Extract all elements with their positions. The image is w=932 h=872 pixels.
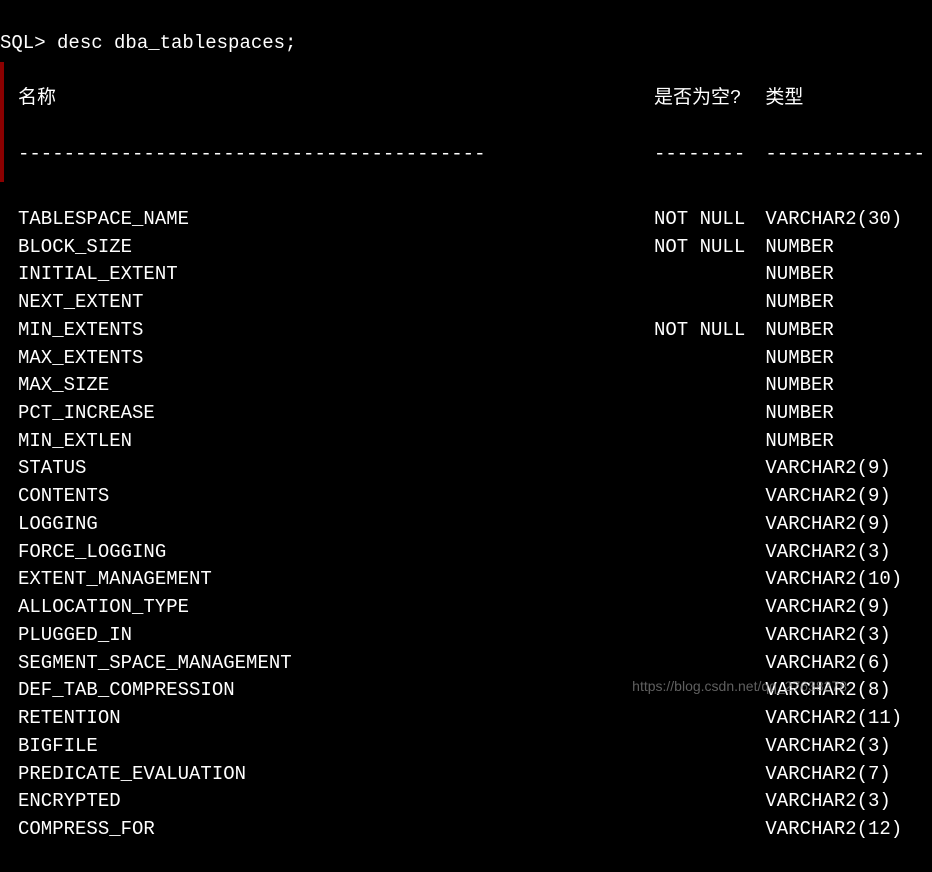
table-row: MIN_EXTENTSNOT NULL NUMBER xyxy=(0,317,932,345)
column-type: VARCHAR2(3) xyxy=(765,788,890,816)
table-row: CONTENTS VARCHAR2(9) xyxy=(0,483,932,511)
sep-null: -------- xyxy=(654,141,754,169)
table-row: LOGGING VARCHAR2(9) xyxy=(0,511,932,539)
column-name: BLOCK_SIZE xyxy=(18,234,654,262)
column-name: ALLOCATION_TYPE xyxy=(18,594,654,622)
column-type: VARCHAR2(3) xyxy=(765,733,890,761)
column-name: BIGFILE xyxy=(18,733,654,761)
column-name: DEF_TAB_COMPRESSION xyxy=(18,677,654,705)
table-row: NEXT_EXTENT NUMBER xyxy=(0,289,932,317)
table-row: BLOCK_SIZENOT NULL NUMBER xyxy=(0,234,932,262)
table-row: PLUGGED_IN VARCHAR2(3) xyxy=(0,622,932,650)
column-name: MIN_EXTLEN xyxy=(18,428,654,456)
red-edge-marker xyxy=(0,62,4,182)
table-row: SEGMENT_SPACE_MANAGEMENT VARCHAR2(6) xyxy=(0,650,932,678)
column-name: MAX_EXTENTS xyxy=(18,345,654,373)
column-type: VARCHAR2(9) xyxy=(765,511,890,539)
column-type: VARCHAR2(7) xyxy=(765,761,890,789)
table-row: FORCE_LOGGING VARCHAR2(3) xyxy=(0,539,932,567)
column-type: NUMBER xyxy=(765,289,833,317)
table-row: PCT_INCREASE NUMBER xyxy=(0,400,932,428)
column-name: FORCE_LOGGING xyxy=(18,539,654,567)
separator-row: ----------------------------------------… xyxy=(0,141,932,178)
header-name: 名称 xyxy=(18,85,654,113)
column-type: VARCHAR2(3) xyxy=(765,622,890,650)
column-type: VARCHAR2(11) xyxy=(765,705,902,733)
table-row: PREDICATE_EVALUATION VARCHAR2(7) xyxy=(0,761,932,789)
data-rows-container: TABLESPACE_NAMENOT NULL VARCHAR2(30)BLOC… xyxy=(0,206,932,844)
column-type: NUMBER xyxy=(765,372,833,400)
table-row: EXTENT_MANAGEMENT VARCHAR2(10) xyxy=(0,566,932,594)
column-type: NUMBER xyxy=(765,345,833,373)
column-name: EXTENT_MANAGEMENT xyxy=(18,566,654,594)
column-type: VARCHAR2(9) xyxy=(765,483,890,511)
column-name: MAX_SIZE xyxy=(18,372,654,400)
table-row: RETENTION VARCHAR2(11) xyxy=(0,705,932,733)
watermark-text: https://blog.csdn.net/qq_27638278 xyxy=(632,676,847,696)
column-type: VARCHAR2(3) xyxy=(765,539,890,567)
column-name: COMPRESS_FOR xyxy=(18,816,654,844)
table-row: MIN_EXTLEN NUMBER xyxy=(0,428,932,456)
column-type: VARCHAR2(30) xyxy=(765,206,902,234)
column-name: PCT_INCREASE xyxy=(18,400,654,428)
column-type: NUMBER xyxy=(765,261,833,289)
column-name: CONTENTS xyxy=(18,483,654,511)
table-row: STATUS VARCHAR2(9) xyxy=(0,455,932,483)
sql-prompt: SQL> xyxy=(0,32,46,54)
column-name: ENCRYPTED xyxy=(18,788,654,816)
column-type: NUMBER xyxy=(765,234,833,262)
column-name: PLUGGED_IN xyxy=(18,622,654,650)
table-row: BIGFILE VARCHAR2(3) xyxy=(0,733,932,761)
column-name: STATUS xyxy=(18,455,654,483)
table-row: ENCRYPTED VARCHAR2(3) xyxy=(0,788,932,816)
sql-prompt-line: SQL> desc dba_tablespaces; xyxy=(0,30,932,58)
column-name: INITIAL_EXTENT xyxy=(18,261,654,289)
column-nullable: NOT NULL xyxy=(654,234,754,262)
column-type: VARCHAR2(9) xyxy=(765,455,890,483)
table-row: TABLESPACE_NAMENOT NULL VARCHAR2(30) xyxy=(0,206,932,234)
column-type: VARCHAR2(12) xyxy=(765,816,902,844)
column-name: RETENTION xyxy=(18,705,654,733)
sep-type: -------------- xyxy=(765,141,925,169)
table-row: INITIAL_EXTENT NUMBER xyxy=(0,261,932,289)
sql-command: desc dba_tablespaces; xyxy=(57,32,296,54)
column-type: VARCHAR2(10) xyxy=(765,566,902,594)
column-nullable: NOT NULL xyxy=(654,206,754,234)
column-name: TABLESPACE_NAME xyxy=(18,206,654,234)
table-row: MAX_SIZE NUMBER xyxy=(0,372,932,400)
table-row: COMPRESS_FOR VARCHAR2(12) xyxy=(0,816,932,844)
column-name: NEXT_EXTENT xyxy=(18,289,654,317)
column-name: MIN_EXTENTS xyxy=(18,317,654,345)
table-row: ALLOCATION_TYPE VARCHAR2(9) xyxy=(0,594,932,622)
column-name: PREDICATE_EVALUATION xyxy=(18,761,654,789)
column-type: NUMBER xyxy=(765,400,833,428)
table-row: MAX_EXTENTS NUMBER xyxy=(0,345,932,373)
column-nullable: NOT NULL xyxy=(654,317,754,345)
column-type: NUMBER xyxy=(765,317,833,345)
header-type: 类型 xyxy=(765,85,803,113)
column-type: VARCHAR2(9) xyxy=(765,594,890,622)
table-header: 名称是否为空? 类型 xyxy=(0,85,932,113)
column-name: SEGMENT_SPACE_MANAGEMENT xyxy=(18,650,654,678)
sep-name: ----------------------------------------… xyxy=(18,141,654,169)
column-name: LOGGING xyxy=(18,511,654,539)
terminal-output: SQL> desc dba_tablespaces; 名称是否为空? 类型 --… xyxy=(0,0,932,872)
column-type: NUMBER xyxy=(765,428,833,456)
column-type: VARCHAR2(6) xyxy=(765,650,890,678)
header-nullable: 是否为空? xyxy=(654,85,754,113)
